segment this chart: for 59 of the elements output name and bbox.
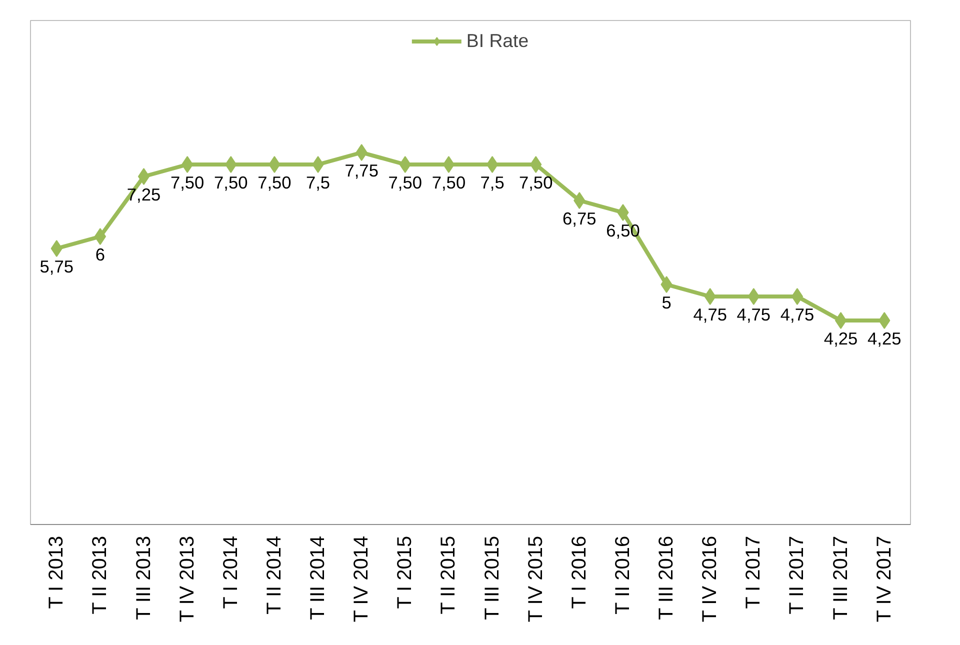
x-tick-label: T IV 2017 <box>873 536 896 622</box>
x-tick-label: T II 2016 <box>612 536 634 614</box>
data-label: 4,75 <box>693 304 727 324</box>
data-label: 6 <box>95 244 106 264</box>
point <box>748 288 760 305</box>
x-tick-label: T III 2017 <box>830 536 852 620</box>
data-label: 4,25 <box>824 328 858 348</box>
point <box>138 168 150 185</box>
legend-label: BI Rate <box>466 30 529 52</box>
point <box>356 144 368 161</box>
point <box>617 204 629 221</box>
data-label: 7,50 <box>388 172 422 192</box>
point <box>399 156 411 173</box>
point <box>312 156 324 173</box>
point <box>834 312 847 329</box>
point <box>486 156 498 173</box>
data-label: 7,5 <box>306 172 330 192</box>
point <box>530 156 542 173</box>
data-label: 4,75 <box>780 304 814 324</box>
data-label: 5,75 <box>40 256 74 276</box>
x-tick-label: T III 2016 <box>656 536 678 620</box>
point <box>878 312 890 329</box>
x-tick-label: T IV 2015 <box>524 536 547 622</box>
x-tick-label: T IV 2014 <box>350 536 373 622</box>
x-tick-label: T IV 2013 <box>176 536 198 622</box>
data-label: 7,50 <box>214 172 248 192</box>
point <box>50 240 62 257</box>
data-label: 5 <box>662 292 672 312</box>
point <box>182 156 194 173</box>
point <box>442 156 455 173</box>
x-tick-label: T II 2013 <box>89 536 112 614</box>
x-tick-label: T I 2014 <box>220 536 242 609</box>
point <box>94 228 106 245</box>
point <box>791 288 804 305</box>
x-tick-label: T IV 2016 <box>699 536 722 622</box>
x-tick-label: T I 2016 <box>568 536 590 609</box>
data-label: 7,50 <box>432 172 466 192</box>
data-label: 6,75 <box>562 208 596 228</box>
point <box>574 192 586 209</box>
point <box>268 156 280 173</box>
data-label: 7,75 <box>344 160 378 180</box>
x-tick-label: T I 2015 <box>394 536 416 609</box>
data-label: 4,25 <box>868 328 902 348</box>
x-tick-label: T I 2013 <box>46 536 68 609</box>
x-tick-label: T III 2015 <box>481 536 504 620</box>
point <box>660 276 672 293</box>
x-tick-label: T I 2017 <box>742 536 765 609</box>
x-tick-label: T III 2014 <box>307 536 330 620</box>
x-tick-label: T III 2013 <box>132 536 155 620</box>
x-tick-label: T II 2015 <box>438 536 460 614</box>
point <box>704 288 716 305</box>
data-label: 7,50 <box>258 172 292 192</box>
point <box>225 156 237 173</box>
data-label: 7,50 <box>518 172 553 192</box>
data-label: 7,50 <box>170 172 204 192</box>
x-tick-label: T II 2014 <box>263 536 286 614</box>
x-tick-label: T II 2017 <box>786 536 808 614</box>
data-label: 4,75 <box>736 304 771 324</box>
data-label: 7,5 <box>480 172 504 192</box>
